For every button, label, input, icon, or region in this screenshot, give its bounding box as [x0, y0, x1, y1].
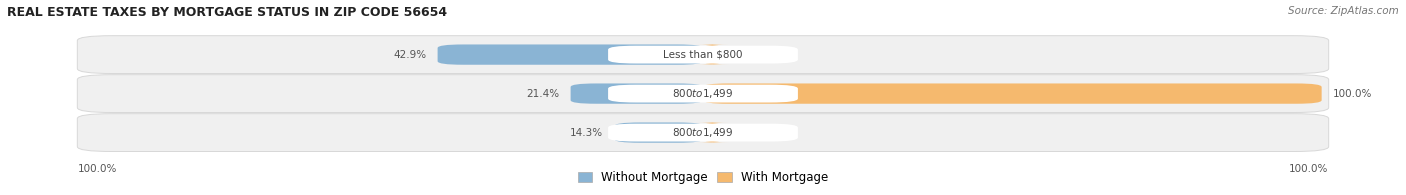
Text: REAL ESTATE TAXES BY MORTGAGE STATUS IN ZIP CODE 56654: REAL ESTATE TAXES BY MORTGAGE STATUS IN …: [7, 6, 447, 19]
Text: 42.9%: 42.9%: [394, 50, 426, 60]
Text: $800 to $1,499: $800 to $1,499: [672, 126, 734, 139]
Text: 100.0%: 100.0%: [1289, 164, 1329, 174]
Text: 100.0%: 100.0%: [1333, 89, 1372, 99]
Text: 0.0%: 0.0%: [733, 128, 759, 138]
Text: Source: ZipAtlas.com: Source: ZipAtlas.com: [1288, 6, 1399, 16]
Legend: Without Mortgage, With Mortgage: Without Mortgage, With Mortgage: [574, 167, 832, 189]
Text: Less than $800: Less than $800: [664, 50, 742, 60]
Text: 14.3%: 14.3%: [571, 128, 603, 138]
FancyBboxPatch shape: [703, 83, 1322, 104]
FancyBboxPatch shape: [607, 46, 797, 64]
Text: 0.0%: 0.0%: [733, 50, 759, 60]
FancyBboxPatch shape: [607, 124, 797, 142]
FancyBboxPatch shape: [77, 114, 1329, 152]
FancyBboxPatch shape: [77, 36, 1329, 74]
Text: 21.4%: 21.4%: [526, 89, 560, 99]
FancyBboxPatch shape: [696, 44, 728, 65]
FancyBboxPatch shape: [437, 44, 703, 65]
FancyBboxPatch shape: [607, 85, 797, 103]
FancyBboxPatch shape: [77, 75, 1329, 113]
FancyBboxPatch shape: [571, 83, 703, 104]
Text: $800 to $1,499: $800 to $1,499: [672, 87, 734, 100]
Text: 100.0%: 100.0%: [77, 164, 117, 174]
FancyBboxPatch shape: [614, 122, 703, 143]
FancyBboxPatch shape: [696, 122, 728, 143]
